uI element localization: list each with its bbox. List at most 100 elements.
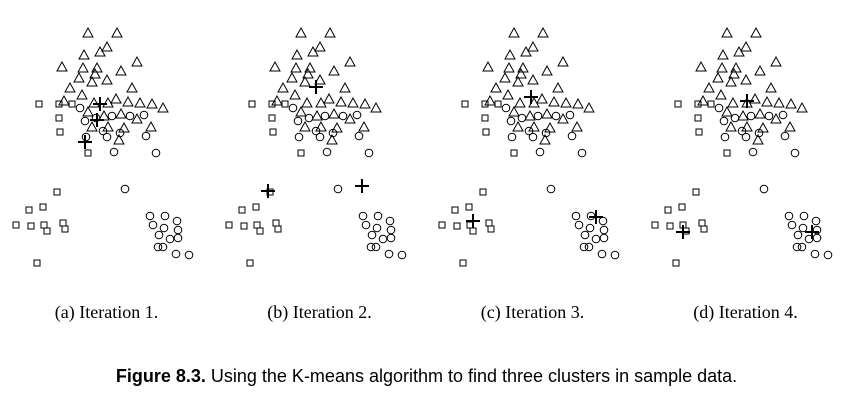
- circle-point: [294, 132, 304, 142]
- square-point: [68, 100, 76, 108]
- square-point: [61, 225, 69, 233]
- triangle-point: [761, 95, 773, 107]
- triangle-point: [102, 120, 114, 132]
- circle-point: [811, 216, 821, 226]
- square-point: [465, 203, 473, 211]
- circle-point: [797, 242, 807, 252]
- triangle-point: [737, 109, 749, 121]
- circle-point: [333, 184, 343, 194]
- triangle-point: [289, 88, 301, 100]
- circle-point: [799, 211, 809, 221]
- triangle-point: [73, 71, 85, 83]
- centroid-marker: [740, 94, 754, 108]
- square-point: [12, 221, 20, 229]
- circle-point: [361, 220, 371, 230]
- triangle-point: [752, 133, 764, 145]
- triangle-point: [358, 120, 370, 132]
- circle-point: [158, 242, 168, 252]
- triangle-point: [536, 92, 548, 104]
- circle-point: [386, 233, 396, 243]
- centroid-marker: [261, 184, 275, 198]
- circle-point: [764, 111, 774, 121]
- centroid-marker: [466, 214, 480, 228]
- centroid-marker: [93, 97, 107, 111]
- triangle-point: [784, 120, 796, 132]
- triangle-point: [725, 75, 737, 87]
- square-point: [485, 219, 493, 227]
- circle-point: [358, 211, 368, 221]
- circle-point: [720, 132, 730, 142]
- square-point: [53, 188, 61, 196]
- centroid-marker: [78, 135, 92, 149]
- triangle-point: [115, 107, 127, 119]
- circle-point: [320, 111, 330, 121]
- scatter-panel-3: [438, 26, 620, 267]
- triangle-point: [326, 133, 338, 145]
- square-point: [40, 221, 48, 229]
- triangle-point: [311, 109, 323, 121]
- triangle-point: [482, 60, 494, 72]
- square-point: [268, 114, 276, 122]
- square-point: [678, 203, 686, 211]
- circle-point: [746, 111, 756, 121]
- triangle-point: [785, 97, 797, 109]
- triangle-point: [499, 71, 511, 83]
- square-point: [272, 219, 280, 227]
- triangle-point: [557, 55, 569, 67]
- triangle-point: [328, 64, 340, 76]
- circle-point: [367, 230, 377, 240]
- circle-point: [366, 242, 376, 252]
- triangle-point: [157, 101, 169, 113]
- triangle-point: [115, 64, 127, 76]
- circle-point: [778, 110, 788, 120]
- triangle-point: [145, 120, 157, 132]
- triangle-point: [277, 81, 289, 93]
- square-point: [297, 149, 305, 157]
- square-point: [481, 114, 489, 122]
- triangle-point: [544, 121, 556, 133]
- circle-point: [754, 128, 764, 138]
- triangle-point: [741, 120, 753, 132]
- circle-point: [315, 132, 325, 142]
- triangle-point: [82, 26, 94, 38]
- square-point: [238, 206, 246, 214]
- circle-point: [311, 126, 321, 136]
- triangle-point: [765, 81, 777, 93]
- square-point: [666, 222, 674, 230]
- square-point: [695, 128, 703, 136]
- circle-point: [792, 242, 802, 252]
- circle-point: [567, 131, 577, 141]
- circle-point: [585, 223, 595, 233]
- square-point: [451, 206, 459, 214]
- square-point: [453, 222, 461, 230]
- circle-point: [173, 233, 183, 243]
- triangle-point: [339, 81, 351, 93]
- circle-point: [160, 211, 170, 221]
- circle-point: [730, 113, 740, 123]
- triangle-point: [131, 112, 143, 124]
- triangle-point: [508, 26, 520, 38]
- caption-iteration-4: (d) Iteration 4.: [693, 302, 798, 322]
- triangle-point: [515, 67, 527, 79]
- triangle-point: [527, 73, 539, 85]
- circle-point: [719, 116, 729, 126]
- circle-point: [171, 249, 181, 259]
- circle-point: [737, 126, 747, 136]
- triangle-point: [331, 121, 343, 133]
- triangle-point: [78, 48, 90, 60]
- triangle-point: [134, 96, 146, 108]
- circle-point: [501, 103, 511, 113]
- triangle-point: [560, 96, 572, 108]
- figure-label: Figure 8.3.: [115, 366, 206, 386]
- triangle-point: [527, 40, 539, 52]
- triangle-point: [286, 71, 298, 83]
- triangle-point: [796, 101, 808, 113]
- square-point: [510, 149, 518, 157]
- square-point: [56, 128, 64, 136]
- triangle-point: [82, 105, 94, 117]
- circle-point: [371, 242, 381, 252]
- square-point: [268, 100, 276, 108]
- circle-point: [517, 113, 527, 123]
- square-point: [694, 100, 702, 108]
- circle-point: [386, 225, 396, 235]
